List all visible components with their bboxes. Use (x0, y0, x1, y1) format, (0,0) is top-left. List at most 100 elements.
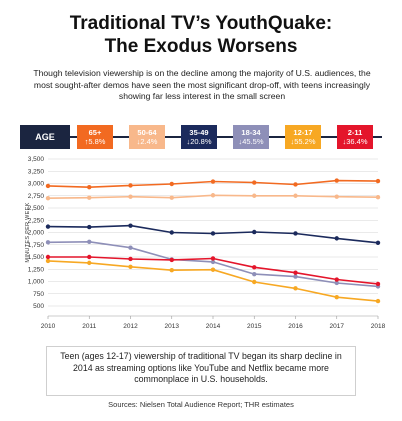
x-tick-label: 2013 (165, 323, 180, 330)
data-point-12-17 (87, 260, 92, 266)
data-point-12-17 (45, 258, 51, 264)
legend-item-18-34: 18-34 ↓45.5% (233, 125, 269, 149)
note-text: Teen (ages 12-17) viewership of traditio… (60, 351, 342, 384)
y-tick-label: 1,000 (28, 279, 45, 286)
data-point-65-plus (334, 178, 339, 183)
legend-change: ↑5.8% (84, 137, 106, 146)
data-point-50-64 (334, 194, 339, 199)
data-point-12-17 (252, 279, 257, 285)
y-tick-label: 2,000 (28, 230, 45, 237)
data-point-12-17 (210, 267, 216, 272)
legend-label: 50-64 (137, 128, 157, 137)
data-point-12-17 (293, 286, 298, 291)
y-axis-label: MINUTES PER WEEK (25, 202, 31, 262)
legend-item-2-11: 2-11 ↓36.4% (337, 125, 373, 149)
data-point-50-64 (210, 193, 216, 198)
data-point-35-49 (128, 223, 133, 228)
title-line-1: Traditional TV’s YouthQuake: (69, 13, 333, 34)
legend-change: ↓36.4% (342, 137, 368, 146)
y-tick-label: 500 (33, 303, 44, 310)
data-point-12-17 (128, 264, 133, 269)
y-tick-label: 1,250 (28, 266, 45, 273)
legend-change: ↓20.8% (186, 137, 212, 146)
data-point-65-plus (252, 180, 257, 185)
data-point-50-64 (128, 194, 133, 199)
data-point-2-11 (375, 281, 381, 287)
data-point-50-64 (87, 195, 92, 200)
data-point-2-11 (252, 265, 257, 270)
x-tick-label: 2012 (123, 323, 138, 330)
y-tick-label: 1,750 (28, 242, 45, 249)
x-tick-label: 2014 (206, 323, 221, 330)
data-point-65-plus (87, 184, 92, 190)
legend-label: 2-11 (347, 128, 363, 137)
data-point-2-11 (210, 256, 216, 261)
data-point-35-49 (87, 224, 92, 230)
y-tick-label: 2,250 (28, 217, 45, 224)
y-tick-label: 3,500 (28, 156, 45, 163)
x-tick-label: 2011 (82, 323, 96, 330)
y-tick-label: 3,250 (28, 168, 45, 175)
legend-label: 18-34 (241, 128, 261, 137)
data-point-35-49 (334, 236, 339, 241)
legend-change: ↓55.2% (290, 137, 316, 146)
y-tick-label: 3,000 (28, 181, 45, 188)
data-point-2-11 (45, 254, 51, 260)
legend-age-label: AGE (20, 125, 70, 149)
legend-item-12-17: 12-17 ↓55.2% (285, 125, 321, 149)
x-tick-label: 2018 (371, 323, 386, 330)
data-point-18-34 (87, 239, 92, 245)
data-point-2-11 (128, 256, 133, 262)
data-point-2-11 (293, 270, 298, 275)
data-point-50-64 (169, 195, 174, 200)
y-tick-label: 2,500 (28, 205, 45, 212)
legend-label: 65+ (88, 128, 102, 137)
data-point-50-64 (252, 193, 257, 198)
data-point-65-plus (210, 179, 216, 184)
data-point-65-plus (375, 178, 381, 184)
age-legend: AGE 65+ ↑5.8% 50-64 ↓2.4% 35-49 ↓20.8% 18-34 ↓4… (20, 125, 382, 149)
data-point-65-plus (169, 181, 174, 187)
x-tick-label: 2015 (247, 323, 262, 330)
legend-item-50-64: 50-64 ↓2.4% (129, 125, 165, 149)
data-point-12-17 (169, 268, 174, 273)
data-point-18-34 (128, 245, 133, 250)
data-point-2-11 (87, 254, 92, 260)
data-point-65-plus (293, 182, 298, 187)
subtitle: Though television viewership is on the d… (33, 68, 371, 101)
legend-change: ↓45.5% (238, 137, 264, 146)
y-tick-label: 1,500 (28, 254, 45, 261)
legend-label: 35-49 (189, 128, 209, 137)
data-point-35-49 (210, 231, 216, 236)
data-point-50-64 (293, 193, 298, 198)
data-point-18-34 (45, 240, 51, 245)
data-point-35-49 (293, 231, 298, 236)
note-card: Teen (ages 12-17) viewership of traditio… (46, 346, 356, 396)
data-point-65-plus (45, 183, 51, 189)
x-tick-label: 2010 (41, 323, 56, 330)
data-point-35-49 (252, 229, 257, 235)
data-point-2-11 (169, 257, 174, 263)
data-point-2-11 (334, 277, 339, 282)
legend-item-35-49: 35-49 ↓20.8% (181, 125, 217, 149)
y-tick-label: 750 (33, 291, 44, 298)
data-point-35-49 (375, 240, 381, 245)
data-point-18-34 (252, 271, 257, 277)
data-point-18-34 (293, 274, 298, 279)
x-tick-label: 2017 (330, 323, 345, 330)
page-title: Traditional TV’s YouthQuake: The Exodus … (0, 12, 402, 58)
data-point-50-64 (45, 196, 51, 201)
data-point-35-49 (169, 230, 174, 235)
legend-item-65-plus: 65+ ↑5.8% (77, 125, 113, 149)
data-point-18-34 (210, 259, 216, 265)
data-point-65-plus (128, 183, 133, 188)
data-point-35-49 (45, 224, 51, 229)
data-point-18-34 (334, 280, 339, 286)
y-tick-label: 2,750 (28, 193, 45, 200)
x-tick-label: 2016 (288, 323, 303, 330)
data-point-12-17 (375, 298, 381, 304)
data-point-12-17 (334, 294, 339, 300)
source-note: Sources: Nielsen Total Audience Report; … (108, 400, 294, 409)
data-point-50-64 (375, 195, 381, 200)
